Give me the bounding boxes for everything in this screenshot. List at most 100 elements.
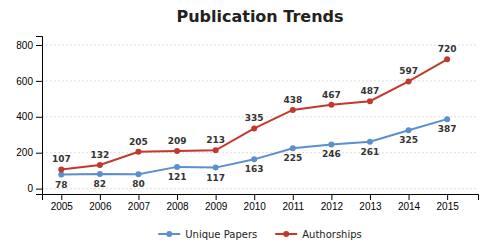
tick-mark (100, 194, 101, 200)
marks (58, 56, 450, 177)
axis-line (43, 195, 479, 201)
chart: Publication Trends2005200620072008200920… (0, 0, 500, 246)
tick-mark (447, 194, 448, 200)
point (444, 116, 450, 122)
tick: 400 (16, 111, 42, 122)
data-label: 209 (168, 136, 187, 146)
point (406, 78, 412, 84)
tick-mark (370, 194, 371, 200)
tick-mark (409, 194, 410, 200)
data-label: 107 (52, 154, 71, 164)
point (290, 145, 296, 151)
data-label: 132 (90, 150, 109, 160)
data-label: 213 (206, 135, 225, 145)
grid-line (42, 188, 478, 189)
legend-label: Unique Papers (185, 229, 257, 240)
point (97, 162, 103, 168)
tick: 2007 (128, 194, 151, 212)
tick-mark (216, 194, 217, 200)
tick-mark (331, 194, 332, 200)
data-label: 246 (322, 149, 341, 159)
point (328, 141, 334, 147)
tick-label: 200 (16, 147, 33, 158)
point (367, 139, 373, 145)
data-label: 80 (132, 179, 145, 189)
tick: 2009 (205, 194, 228, 212)
point (97, 171, 103, 177)
tick: 2008 (166, 194, 189, 212)
data-label: 225 (283, 153, 302, 163)
data-label: 335 (245, 113, 264, 123)
tick-label: 2011 (283, 201, 305, 212)
data-label: 597 (399, 66, 418, 76)
grid-line (42, 80, 478, 81)
legend-item: Authorships (275, 229, 362, 240)
tick-label: 400 (16, 111, 33, 122)
legend: Unique Papers Authorships (158, 229, 362, 240)
data-label: 121 (168, 172, 187, 182)
tick: 2010 (244, 194, 267, 212)
grid (42, 45, 478, 189)
data-label: 163 (245, 164, 264, 174)
tick: 2006 (89, 194, 112, 212)
tick: 2012 (321, 194, 344, 212)
data-label: 261 (361, 147, 380, 157)
tick-label: 2007 (128, 201, 151, 212)
legend-marker (283, 231, 289, 237)
grid-line (42, 44, 478, 45)
point (174, 148, 180, 154)
point (135, 149, 141, 155)
point (213, 147, 219, 153)
title: Publication Trends (176, 7, 343, 26)
axis-line (36, 37, 43, 195)
tick: 2013 (359, 194, 382, 212)
legend-item: Unique Papers (158, 229, 257, 240)
point (135, 171, 141, 177)
legend-marker (166, 231, 172, 237)
point (444, 56, 450, 62)
point (213, 165, 219, 171)
tick-mark (293, 194, 294, 200)
tick-label: 2010 (244, 201, 267, 212)
tick: 200 (16, 147, 42, 158)
point (174, 164, 180, 170)
tick-label: 800 (16, 40, 33, 51)
tick-mark (36, 117, 42, 118)
line (61, 119, 447, 174)
point (58, 166, 64, 172)
tick: 2015 (437, 194, 460, 212)
tick-label: 2014 (398, 201, 421, 212)
tick-label: 2013 (359, 201, 382, 212)
tick-mark (36, 153, 42, 154)
data-label: 117 (206, 173, 225, 183)
tick-label: 2015 (437, 201, 460, 212)
point (58, 172, 64, 178)
point (290, 107, 296, 113)
point (251, 156, 257, 162)
tick: 2014 (398, 194, 421, 212)
tick: 600 (16, 76, 42, 87)
tick: 800 (16, 40, 42, 51)
tick: 2005 (51, 194, 74, 212)
tick-label: 2005 (51, 201, 74, 212)
data-label: 487 (361, 86, 380, 96)
data-label: 205 (129, 137, 148, 147)
tick-label: 600 (16, 76, 33, 87)
tick-label: 0 (27, 183, 33, 194)
line (61, 59, 447, 169)
data-label: 467 (322, 90, 341, 100)
tick-label: 2008 (166, 201, 189, 212)
data-labels: 7882801211171632252462613253871071322052… (52, 44, 457, 189)
data-label: 78 (55, 180, 68, 190)
tick-mark (177, 194, 178, 200)
data-label: 325 (399, 135, 418, 145)
x-axis: 2005 2006 2007 2008 2009 2010 2011 2012 2013 2014… (43, 194, 479, 212)
point (406, 127, 412, 133)
point (328, 102, 334, 108)
point (367, 98, 373, 104)
tick-mark (36, 45, 42, 46)
tick: 2011 (283, 194, 305, 212)
legend-label: Authorships (302, 229, 362, 240)
data-label: 82 (94, 179, 107, 189)
tick-label: 2012 (321, 201, 344, 212)
